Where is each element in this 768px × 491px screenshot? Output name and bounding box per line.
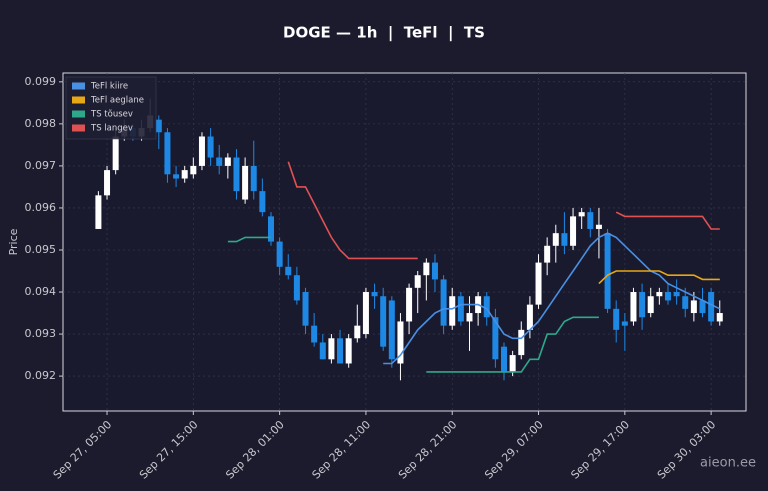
candle-body xyxy=(544,245,551,263)
legend: TeFl kiire TeFl aeglane TS tõusev TS langev xyxy=(65,76,157,140)
candle-body xyxy=(647,296,654,314)
candle-body xyxy=(604,233,611,309)
candle-body xyxy=(311,325,318,343)
legend-swatch xyxy=(72,110,85,118)
candle-body xyxy=(716,313,723,322)
candle-body xyxy=(242,165,249,200)
candle-body xyxy=(337,338,344,364)
y-tick-label: 0.099 xyxy=(25,75,57,88)
y-tick-label: 0.092 xyxy=(25,369,57,382)
candle-body xyxy=(198,136,205,166)
y-tick-label: 0.095 xyxy=(25,243,57,256)
y-tick-label: 0.096 xyxy=(25,201,57,214)
candle-body xyxy=(268,216,274,242)
candle-body xyxy=(431,262,438,280)
candle-body xyxy=(673,292,680,297)
candle-body xyxy=(621,321,628,326)
candle-body xyxy=(406,287,413,322)
candle-body xyxy=(423,262,430,276)
candle-body xyxy=(380,296,387,347)
candle-body xyxy=(414,275,421,288)
candle-body xyxy=(362,292,369,335)
candle-body xyxy=(457,296,464,322)
candle-body xyxy=(233,157,240,192)
chart-title: DOGE — 1h | TeFl | TS xyxy=(283,24,485,43)
candle-body xyxy=(250,165,257,192)
candle-body xyxy=(630,292,637,322)
watermark: aieon.ee xyxy=(700,456,756,471)
candle-body xyxy=(483,296,490,318)
indicator-line xyxy=(598,270,720,285)
candle-body xyxy=(552,233,559,246)
indicator-line xyxy=(227,236,599,373)
candle-body xyxy=(639,292,646,318)
candle-body xyxy=(466,313,473,322)
candle-body xyxy=(578,212,585,217)
legend-label: TeFl aeglane xyxy=(90,96,144,106)
y-tick-label: 0.098 xyxy=(25,117,57,130)
candle-body xyxy=(570,216,577,246)
candle-body xyxy=(492,317,499,360)
candle-body xyxy=(181,170,188,179)
candle-body xyxy=(95,195,102,229)
candle-body xyxy=(699,300,706,314)
candle-body xyxy=(224,157,231,166)
candle-body xyxy=(164,132,171,175)
candle-body xyxy=(526,304,533,330)
legend-swatch xyxy=(72,96,85,104)
candle-body xyxy=(449,296,456,326)
candle-body xyxy=(690,300,697,314)
candle-body xyxy=(397,321,404,364)
indicator-line xyxy=(287,161,720,260)
candle-body xyxy=(388,300,395,360)
candle-body xyxy=(285,266,292,276)
candle-body xyxy=(207,136,214,158)
candle-body xyxy=(259,191,266,213)
candle-body xyxy=(535,262,542,305)
legend-label: TS langev xyxy=(90,124,133,134)
candle-body xyxy=(501,346,508,372)
candle-body xyxy=(656,292,663,297)
y-tick-label: 0.093 xyxy=(25,327,57,340)
candle-body xyxy=(664,292,671,301)
indicator-line xyxy=(383,232,721,365)
candle-body xyxy=(319,342,326,360)
candle-body xyxy=(293,275,300,301)
legend-swatch xyxy=(72,82,85,90)
legend-swatch xyxy=(72,124,85,132)
candle-body xyxy=(518,329,525,356)
candle-body xyxy=(440,279,447,326)
candle-body xyxy=(112,136,119,171)
candle-body xyxy=(354,325,361,339)
candle-body xyxy=(561,233,568,246)
y-tick-label: 0.094 xyxy=(25,285,57,298)
candle-body xyxy=(345,338,352,364)
legend-label: TeFl kiire xyxy=(90,82,128,92)
y-tick-label: 0.097 xyxy=(25,159,57,172)
legend-label: TS tõusev xyxy=(90,110,133,120)
candle-body xyxy=(216,157,223,166)
candle-body xyxy=(371,292,378,297)
candle-body xyxy=(173,174,180,179)
candle-body xyxy=(104,170,111,196)
candle-body xyxy=(276,241,283,267)
candle-body xyxy=(302,292,309,326)
candle-body xyxy=(155,119,162,133)
candle-body xyxy=(682,296,689,309)
candle-body xyxy=(190,165,197,175)
candle-body xyxy=(509,355,516,372)
candle-body xyxy=(595,224,602,229)
plot-area xyxy=(62,72,747,412)
candle-body xyxy=(587,212,594,229)
y-axis-label: Price xyxy=(7,228,20,255)
candle-body xyxy=(708,292,715,322)
candle-body xyxy=(613,308,620,330)
candle-body xyxy=(328,338,335,360)
